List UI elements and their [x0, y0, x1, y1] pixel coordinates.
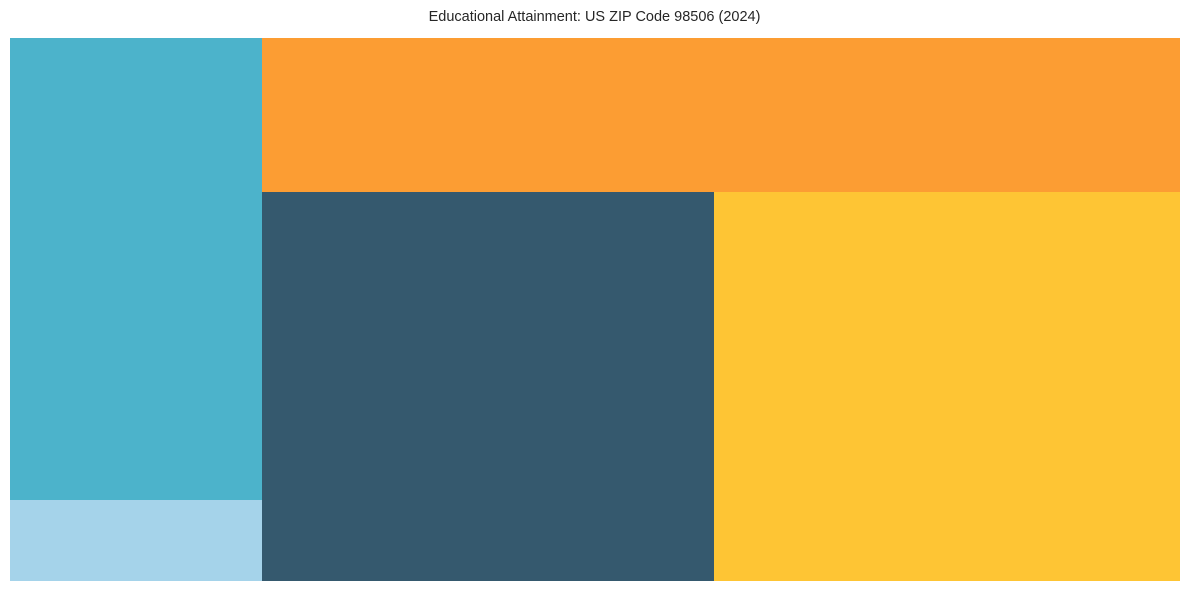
treemap-tile[interactable]: Associate degree [10, 499, 263, 581]
treemap-tile[interactable]: Some college, no degree [10, 38, 263, 500]
treemap-tile[interactable]: Bachelor's degree [262, 38, 1180, 192]
treemap-plot-area: Some college, no degree Associate degree… [10, 38, 1180, 581]
page-title: Educational Attainment: US ZIP Code 9850… [428, 9, 761, 25]
treemap-tile[interactable]: High school graduate [713, 191, 1180, 581]
treemap-tile[interactable]: Graduate or professional degree [262, 191, 714, 581]
